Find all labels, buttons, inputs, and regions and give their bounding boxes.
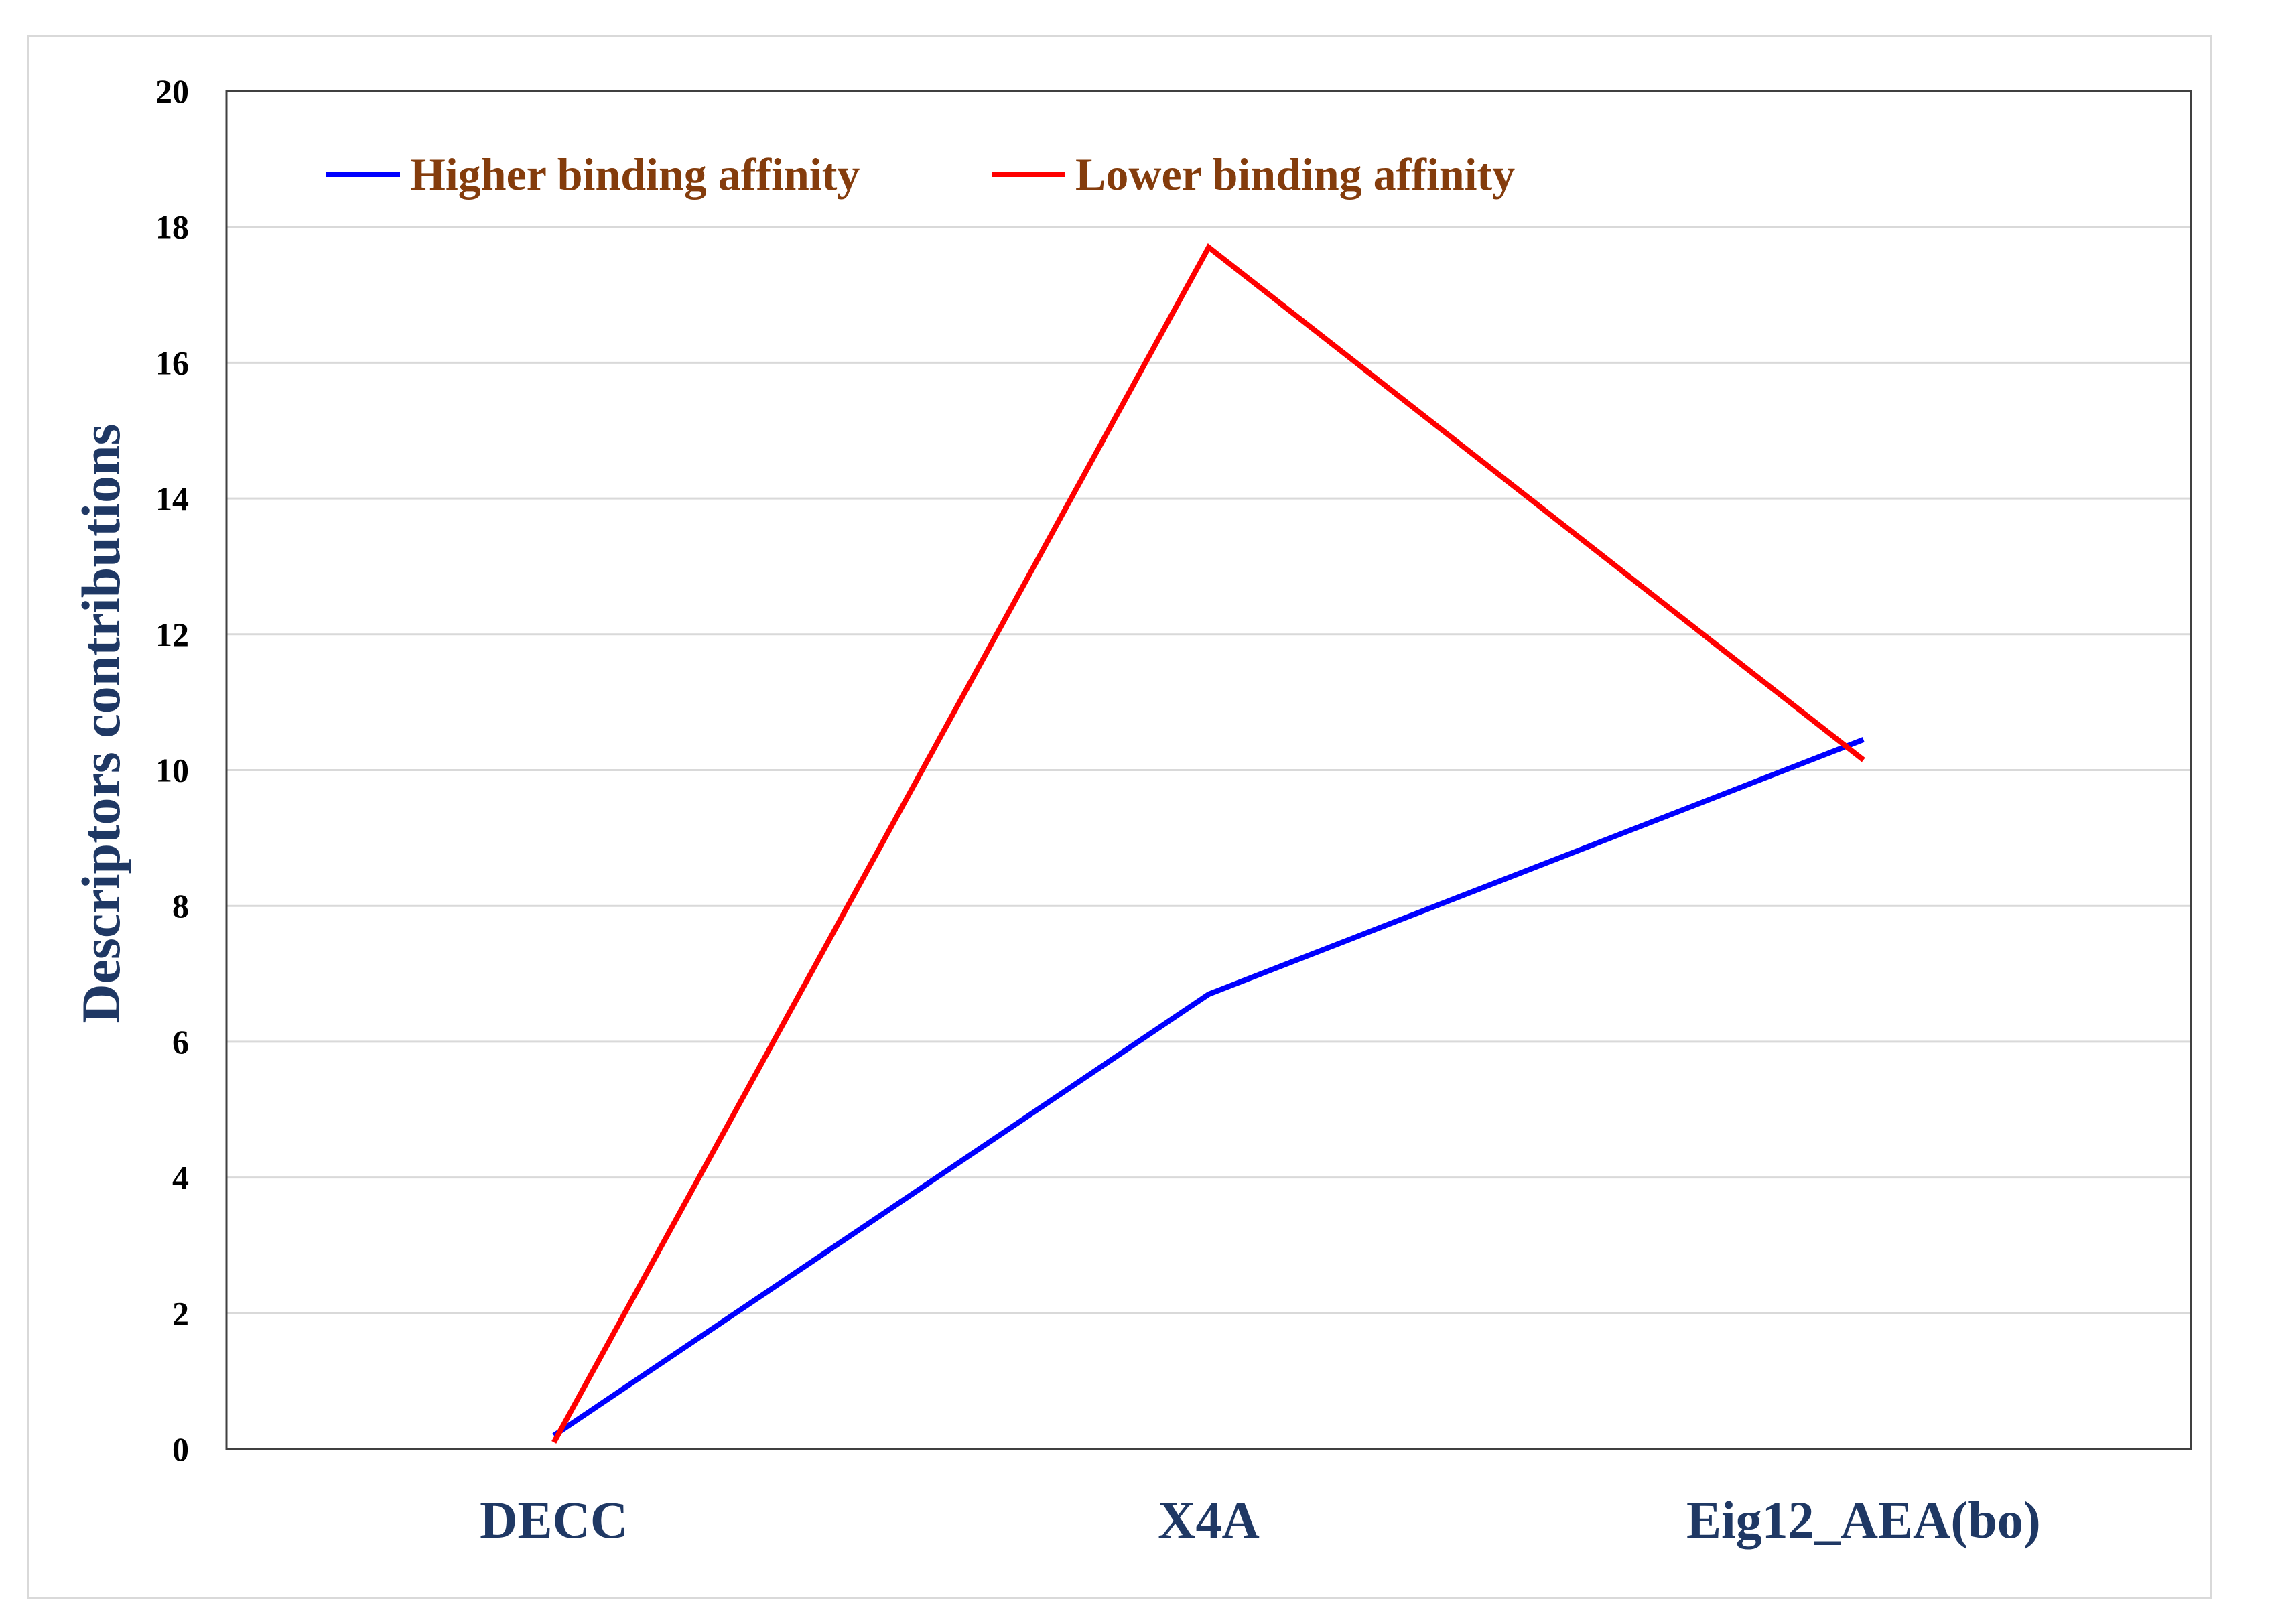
x-axis-categories: DECC X4A Eig12_AEA(bo) [480,1491,2041,1549]
x-category-label: X4A [1158,1491,1260,1549]
y-tick-label: 16 [155,344,189,381]
y-tick-label: 8 [172,887,189,925]
series-line-1 [552,737,1865,1438]
y-axis-label: Descriptors contributions [70,423,131,1023]
gridlines [226,226,2191,1314]
series-line-2 [551,243,1865,1444]
y-tick-label: 2 [172,1294,189,1332]
y-axis-ticks: 0 2 4 6 8 10 12 14 16 18 20 [155,72,189,1468]
y-tick-label: 18 [155,208,189,246]
y-tick-label: 6 [172,1023,189,1061]
series-lines [551,243,1865,1444]
chart-frame [27,35,2212,1599]
plot-area-border [225,90,2192,1450]
legend-label: Higher binding affinity [410,149,860,200]
x-category-label: Eig12_AEA(bo) [1686,1491,2041,1549]
y-tick-label: 4 [172,1159,189,1197]
y-tick-label: 20 [155,72,189,110]
y-tick-label: 12 [155,616,189,653]
y-tick-label: 0 [172,1430,189,1468]
legend: Higher binding affinity Lower binding aff… [326,149,1515,200]
x-category-label: DECC [480,1491,628,1549]
legend-label: Lower binding affinity [1075,149,1515,200]
y-tick-label: 14 [155,480,189,517]
y-tick-label: 10 [155,752,189,789]
